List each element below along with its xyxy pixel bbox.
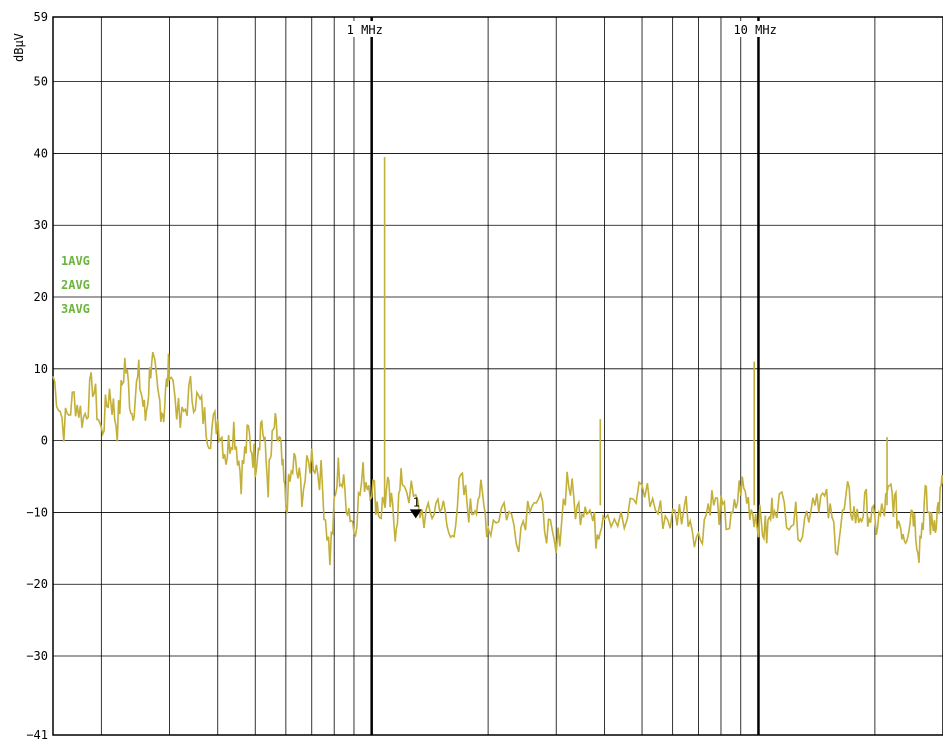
x-tick-label-bg xyxy=(730,21,821,37)
y-tick-label: 30 xyxy=(34,218,48,232)
trace-label-2: 2AVG xyxy=(61,278,90,292)
x-tick-label: 1 MHz xyxy=(347,23,383,37)
y-tick-label: −30 xyxy=(26,649,48,663)
y-tick-label: 0 xyxy=(41,434,48,448)
x-tick-label: 10 MHz xyxy=(733,23,776,37)
y-tick-label: −20 xyxy=(26,577,48,591)
y-tick-label: 10 xyxy=(34,362,48,376)
y-tick-label: 40 xyxy=(34,146,48,160)
marker-1: 1 xyxy=(409,495,422,519)
y-tick-label: −41 xyxy=(26,728,48,742)
plot-frame xyxy=(52,16,943,736)
y-tick-label: −10 xyxy=(26,505,48,519)
y-tick-label: 50 xyxy=(34,75,48,89)
trace-label-3: 3AVG xyxy=(61,302,90,316)
trace-label-1: 1AVG xyxy=(61,254,90,268)
y-axis: 59 50 40 30 20 10 0 −10 −20 −30 −41 xyxy=(26,10,48,742)
marker-label: 1 xyxy=(413,495,420,509)
y-tick-label: 20 xyxy=(34,290,48,304)
plot-grid xyxy=(52,16,943,736)
trace-group xyxy=(52,157,943,566)
x-tick-label-bg xyxy=(343,21,434,37)
trace-labels: 1AVG 2AVG 3AVG xyxy=(61,254,90,316)
y-axis-label: dBµV xyxy=(12,33,26,62)
avg-trace-line xyxy=(52,351,943,566)
y-tick-label: 59 xyxy=(34,10,48,24)
x-axis: 1 MHz 10 MHz xyxy=(343,21,821,37)
marker-triangle-icon xyxy=(409,509,422,519)
